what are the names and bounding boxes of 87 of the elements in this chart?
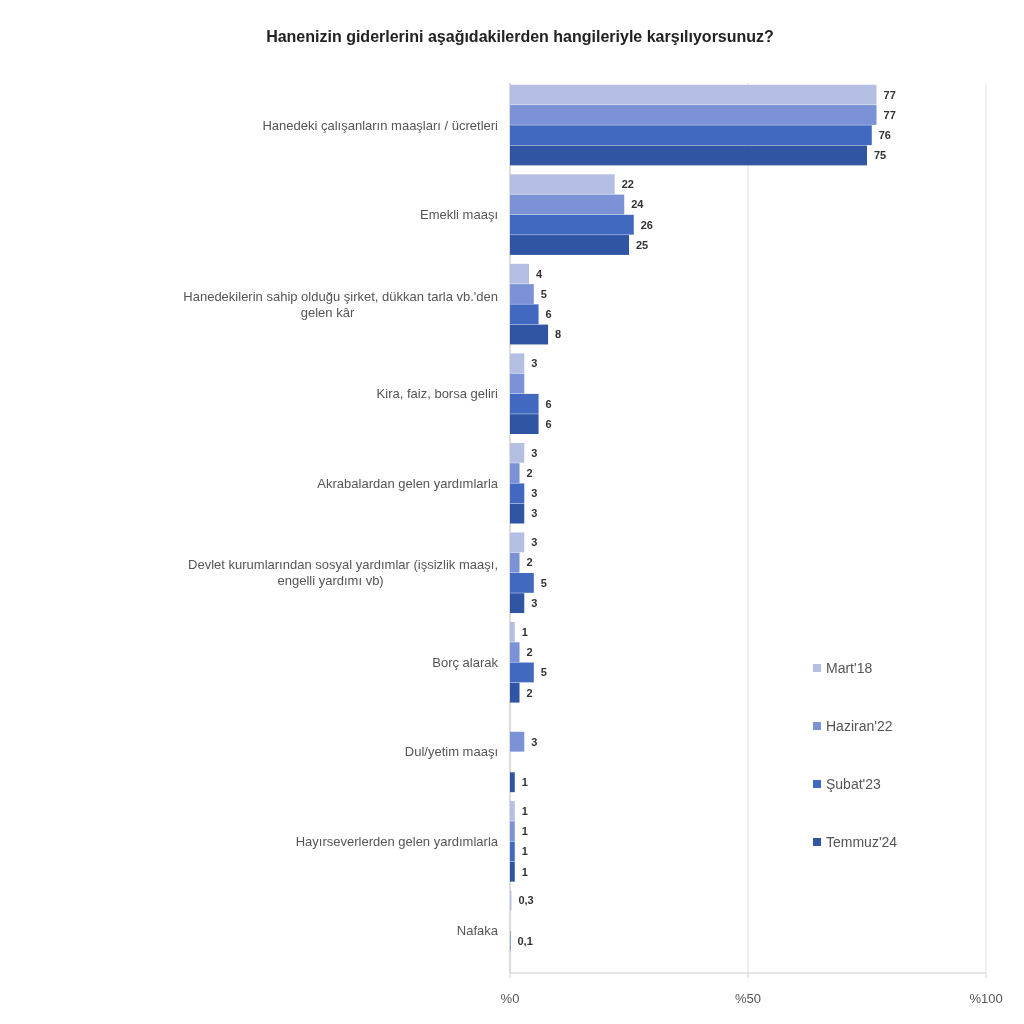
data-label: 1 bbox=[521, 845, 528, 858]
data-label: 3 bbox=[531, 536, 538, 549]
data-label: 26 bbox=[640, 218, 654, 231]
y-tick-label: Kira, faiz, borsa geliri bbox=[376, 386, 499, 402]
data-label: 77 bbox=[883, 88, 896, 101]
bar bbox=[510, 682, 520, 703]
data-label: 3 bbox=[531, 735, 538, 748]
data-label: 5 bbox=[540, 666, 547, 679]
y-tick-label: Emekli maaşı bbox=[419, 207, 498, 223]
bar bbox=[510, 503, 525, 524]
bar bbox=[510, 304, 539, 325]
y-tick-label: Devlet kurumlarından sosyal yardımlar (işsizlik maaşı, engelli yardımı vb) bbox=[188, 557, 498, 589]
bar bbox=[510, 324, 549, 345]
data-label: 5 bbox=[540, 576, 547, 589]
data-label: 4 bbox=[536, 267, 544, 280]
bar bbox=[510, 414, 539, 434]
bar bbox=[510, 772, 515, 793]
data-label: 1 bbox=[521, 776, 528, 789]
data-label: 1 bbox=[521, 825, 528, 838]
data-label: 24 bbox=[631, 198, 645, 211]
y-tick-label: Hanedekilerin sahip olduğu şirket, dükkan tarla vb.'den gelen kâr bbox=[183, 288, 498, 320]
data-label: 3 bbox=[531, 446, 538, 459]
bar bbox=[510, 861, 515, 882]
bar bbox=[510, 84, 877, 105]
bar bbox=[510, 145, 867, 166]
x-tick-label: %0 bbox=[500, 991, 520, 1006]
y-tick-label: Akrabalardan gelen yardımlarla bbox=[317, 475, 499, 491]
legend-label: Şubat'23 bbox=[826, 775, 882, 792]
data-label: 5 bbox=[540, 287, 547, 300]
chart-title: Hanenizin giderlerini aşağıdakilerden hangileriyle karşılıyorsunuz? bbox=[266, 28, 774, 45]
data-label: 2 bbox=[526, 646, 533, 659]
data-label: 3 bbox=[531, 487, 538, 500]
bar bbox=[510, 572, 534, 593]
bar bbox=[510, 483, 525, 504]
data-label: 6 bbox=[545, 417, 552, 430]
data-label: 6 bbox=[545, 397, 552, 410]
data-label: 2 bbox=[526, 686, 533, 699]
data-label: 3 bbox=[531, 507, 538, 520]
bar bbox=[510, 194, 625, 215]
bar bbox=[510, 463, 520, 484]
legend-label: Mart'18 bbox=[826, 659, 873, 676]
data-label: 0,3 bbox=[518, 894, 534, 907]
bar bbox=[510, 801, 515, 821]
data-label: 3 bbox=[531, 596, 538, 609]
data-label: 2 bbox=[526, 466, 533, 479]
y-tick-label: Dul/yetim maaşı bbox=[404, 744, 498, 760]
legend-label: Temmuz'24 bbox=[826, 833, 898, 850]
bar bbox=[510, 662, 534, 683]
bar bbox=[510, 105, 877, 125]
bar bbox=[510, 353, 525, 374]
data-label: 2 bbox=[526, 556, 533, 569]
data-label: 75 bbox=[874, 149, 887, 162]
bar bbox=[510, 593, 525, 614]
x-tick-label: %100 bbox=[969, 991, 1003, 1006]
data-label: 8 bbox=[555, 328, 562, 341]
data-label: 77 bbox=[883, 108, 896, 121]
data-label: 25 bbox=[636, 238, 649, 251]
bar bbox=[510, 622, 515, 642]
bar bbox=[510, 263, 530, 284]
data-label: 1 bbox=[521, 865, 528, 878]
bar bbox=[510, 393, 539, 414]
y-tick-label: Borç alarak bbox=[432, 654, 499, 670]
bar bbox=[510, 214, 634, 235]
bar bbox=[510, 532, 525, 553]
data-label: 6 bbox=[545, 308, 552, 321]
bar bbox=[510, 552, 520, 573]
bar bbox=[510, 373, 525, 394]
bar bbox=[510, 731, 525, 752]
bar bbox=[510, 642, 520, 663]
bar bbox=[510, 125, 872, 146]
data-label: 0,1 bbox=[517, 934, 533, 947]
bar bbox=[510, 284, 534, 304]
legend-label: Haziran'22 bbox=[826, 717, 893, 734]
bar bbox=[510, 174, 615, 195]
y-tick-label: Hanedeki çalışanların maaşları / ücretleri bbox=[262, 117, 499, 133]
y-tick-label: Hayırseverlerden gelen yardımlarla bbox=[295, 833, 499, 849]
x-tick-label: %50 bbox=[734, 991, 762, 1006]
data-label: 1 bbox=[521, 804, 528, 817]
data-label: 22 bbox=[621, 178, 634, 191]
bar bbox=[510, 821, 515, 842]
data-label: 1 bbox=[521, 625, 528, 638]
bar bbox=[510, 841, 515, 862]
y-tick-label: Nafaka bbox=[456, 923, 499, 939]
data-label: 3 bbox=[531, 357, 538, 370]
data-label: 76 bbox=[878, 129, 892, 142]
bar bbox=[510, 442, 525, 463]
bar bbox=[510, 235, 629, 255]
